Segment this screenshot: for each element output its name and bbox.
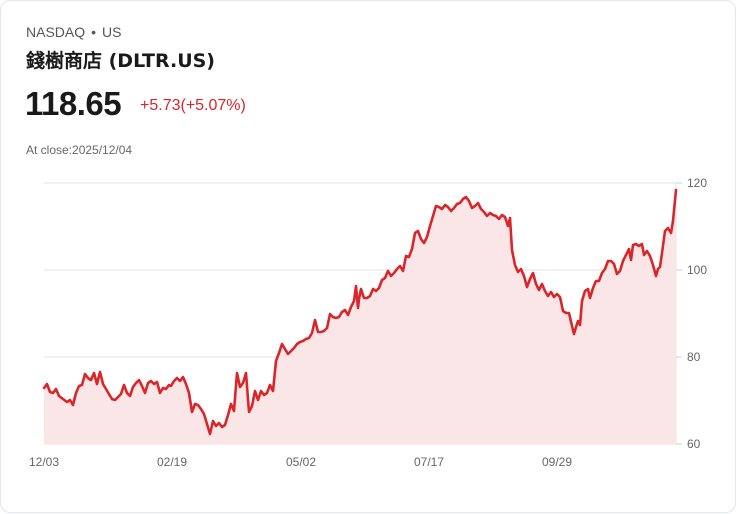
price-area-fill (44, 190, 676, 444)
x-axis: 12/03 02/19 05/02 07/17 09/29 (29, 455, 572, 469)
as-of-label: At close: (26, 143, 73, 157)
as-of-line: At close:2025/12/04 (26, 143, 132, 157)
y-tick-100: 100 (687, 263, 707, 277)
current-price: 118.65 (25, 85, 122, 122)
exchange-line: NASDAQ • US (26, 24, 121, 40)
separator-dot: • (91, 24, 97, 40)
x-tick-1203: 12/03 (29, 455, 59, 469)
x-tick-0717: 07/17 (414, 455, 444, 469)
x-tick-0929: 09/29 (542, 455, 572, 469)
stock-title: 錢樹商店 (DLTR.US) (26, 50, 215, 72)
y-tick-120: 120 (687, 176, 707, 190)
x-tick-0502: 05/02 (286, 455, 316, 469)
y-tick-80: 80 (687, 350, 701, 364)
y-axis: 120 100 80 60 (687, 176, 707, 451)
exchange-name: NASDAQ (26, 24, 86, 40)
price-line (42, 188, 678, 436)
price-change: +5.73(+5.07%) (140, 97, 246, 114)
market-name: US (102, 24, 122, 40)
x-tick-0219: 02/19 (157, 455, 187, 469)
y-tick-60: 60 (687, 437, 701, 451)
as-of-date: 2025/12/04 (72, 143, 133, 157)
